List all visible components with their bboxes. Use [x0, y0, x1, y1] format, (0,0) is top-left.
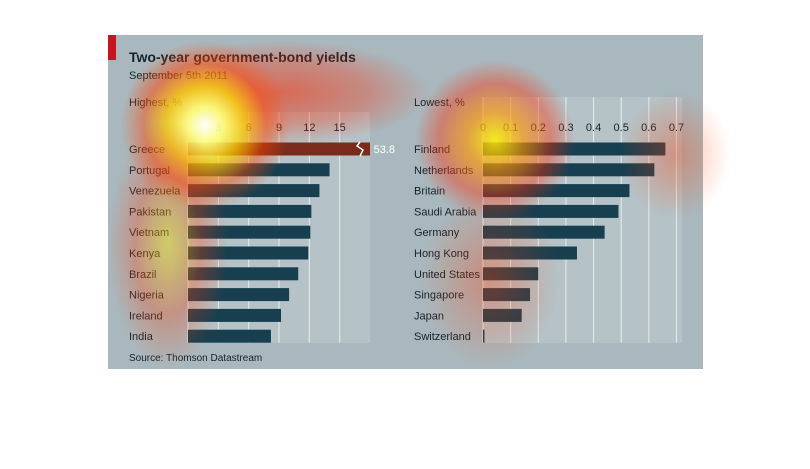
x-tick-label: 0.1: [503, 122, 518, 134]
category-label: United States: [414, 269, 481, 281]
x-tick-label: 6: [246, 122, 252, 134]
category-label: Germany: [414, 227, 460, 239]
bar: [188, 288, 290, 302]
category-label: Japan: [414, 310, 444, 322]
bar: [188, 142, 370, 156]
x-tick-label: 0: [480, 122, 486, 134]
bar: [483, 246, 577, 260]
bar: [483, 142, 666, 156]
x-tick-label: 0.6: [641, 122, 656, 134]
panel-label: Highest, %: [129, 97, 182, 109]
bar: [483, 204, 619, 218]
source-note: Source: Thomson Datastream: [129, 353, 262, 364]
chart-subtitle: September 5th 2011: [129, 70, 228, 82]
category-label: Vietnam: [129, 227, 169, 239]
x-tick-label: 15: [334, 122, 346, 134]
category-label: India: [129, 331, 154, 343]
bar: [188, 225, 311, 239]
bar: [483, 184, 630, 198]
category-label: Finland: [414, 144, 450, 156]
category-label: Hong Kong: [414, 248, 469, 260]
category-label: Nigeria: [129, 290, 165, 302]
chart-title: Two-year government-bond yields: [129, 49, 356, 65]
category-label: Singapore: [414, 290, 464, 302]
panel-label: Lowest, %: [414, 97, 465, 109]
bar: [188, 163, 330, 177]
category-label: Switzerland: [414, 331, 471, 343]
bar: [188, 184, 320, 198]
value-label: 53.8: [374, 144, 395, 156]
bar: [483, 329, 485, 343]
category-label: Venezuela: [129, 186, 181, 198]
x-tick-label: 3: [215, 122, 221, 134]
bar: [483, 225, 605, 239]
category-label: Greece: [129, 144, 165, 156]
x-tick-label: 0.4: [586, 122, 601, 134]
bar: [483, 308, 522, 322]
bar: [483, 288, 530, 302]
bar: [188, 204, 312, 218]
category-label: Brazil: [129, 269, 157, 281]
category-label: Netherlands: [414, 165, 474, 177]
bar: [188, 267, 299, 281]
category-label: Saudi Arabia: [414, 206, 477, 218]
category-label: Ireland: [129, 310, 163, 322]
accent-bar: [108, 35, 116, 60]
bar: [188, 246, 309, 260]
x-tick-label: 9: [276, 122, 282, 134]
x-tick-label: 0.2: [531, 122, 546, 134]
category-label: Britain: [414, 186, 445, 198]
bar: [483, 163, 655, 177]
bar: [188, 308, 282, 322]
category-label: Kenya: [129, 248, 161, 260]
x-tick-label: 0.7: [669, 122, 684, 134]
x-tick-label: 12: [303, 122, 315, 134]
bar: [483, 267, 539, 281]
category-label: Portugal: [129, 165, 170, 177]
x-tick-label: 0.3: [558, 122, 573, 134]
bar: [188, 329, 271, 343]
x-tick-label: 0.5: [614, 122, 629, 134]
category-label: Pakistan: [129, 206, 171, 218]
